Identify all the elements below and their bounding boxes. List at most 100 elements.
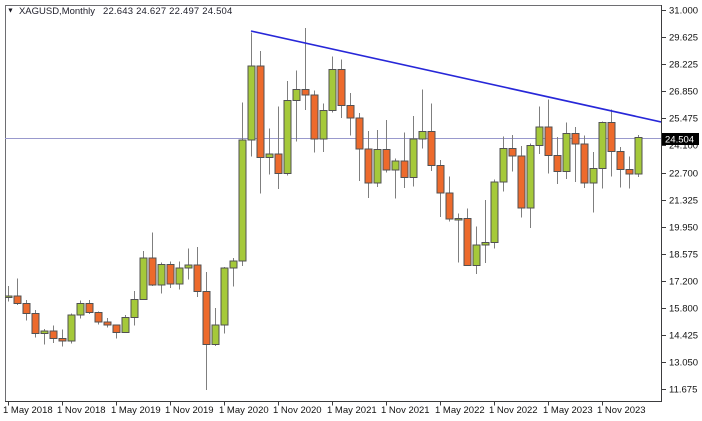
candle-2022-08[interactable] — [463, 208, 472, 266]
candle-2020-09[interactable] — [256, 50, 265, 194]
candle-2022-01[interactable] — [400, 132, 409, 188]
x-axis-label: 1 Nov 2019 — [165, 405, 214, 416]
candle-2020-08[interactable] — [247, 32, 256, 157]
candle-2019-08[interactable] — [139, 251, 148, 300]
candle-2023-03[interactable] — [526, 143, 535, 228]
candle-body — [427, 131, 436, 167]
candle-2019-04[interactable] — [103, 317, 112, 328]
candle-2022-05[interactable] — [436, 160, 445, 217]
x-axis-label: 1 May 2018 — [3, 405, 53, 416]
candle-2024-03[interactable] — [634, 135, 643, 177]
chart-title: ▼ XAGUSD,Monthly 22.643 24.627 22.497 24… — [7, 6, 233, 17]
candle-2019-10[interactable] — [157, 262, 166, 294]
candle-2018-12[interactable] — [67, 313, 76, 344]
candle-2023-09[interactable] — [580, 135, 589, 189]
candle-2024-01[interactable] — [616, 147, 625, 188]
candle-2019-09[interactable] — [148, 232, 157, 287]
candle-2022-11[interactable] — [490, 179, 499, 249]
candle-2023-12[interactable] — [607, 109, 616, 177]
candle-2018-05[interactable] — [5, 286, 13, 302]
candle-2019-05[interactable] — [112, 324, 121, 339]
candle-2021-05[interactable] — [328, 56, 337, 113]
candle-2018-11[interactable] — [58, 329, 67, 347]
candle-2018-10[interactable] — [49, 325, 58, 343]
candle-2021-09[interactable] — [364, 130, 373, 199]
time-axis[interactable]: 1 May 2018 1 Nov 2018 1 May 2019 1 Nov 2019… — [3, 401, 661, 421]
candle-2018-06[interactable] — [13, 278, 22, 306]
candle-2020-12[interactable] — [283, 80, 292, 176]
candle-2022-07[interactable] — [454, 213, 463, 263]
candle-2020-06[interactable] — [229, 258, 238, 287]
candle-2021-07[interactable] — [346, 93, 355, 136]
y-axis-label: 31.000 — [669, 6, 698, 17]
candle-body — [292, 88, 301, 101]
candle-body — [346, 105, 355, 119]
candle-body — [337, 68, 346, 107]
candle-2022-10[interactable] — [481, 200, 490, 264]
candle-2019-11[interactable] — [166, 261, 175, 288]
candle-2023-06[interactable] — [553, 136, 562, 184]
candle-body — [589, 167, 598, 184]
candle-2021-12[interactable] — [391, 158, 400, 199]
candle-2021-03[interactable] — [310, 90, 319, 153]
candle-2019-02[interactable] — [85, 300, 94, 314]
candle-2020-04[interactable] — [211, 307, 220, 347]
candle-body — [247, 65, 256, 141]
candle-2018-08[interactable] — [31, 310, 40, 338]
symbol-period-label: XAGUSD,Monthly — [18, 6, 95, 17]
candle-body — [283, 99, 292, 174]
candle-body — [598, 122, 607, 169]
candle-2023-02[interactable] — [517, 146, 526, 218]
candle-2020-03[interactable] — [202, 272, 211, 391]
candle-2022-02[interactable] — [409, 116, 418, 187]
candle-body — [535, 126, 544, 146]
candle-2018-09[interactable] — [40, 328, 49, 345]
candle-2020-02[interactable] — [193, 246, 202, 297]
candle-body — [499, 147, 508, 183]
candle-2022-12[interactable] — [499, 136, 508, 192]
candle-2019-07[interactable] — [130, 290, 139, 326]
candle-2021-10[interactable] — [373, 129, 382, 188]
candle-body — [139, 257, 148, 300]
candle-2022-06[interactable] — [445, 176, 454, 222]
candle-2020-10[interactable] — [265, 128, 274, 175]
candle-2023-07[interactable] — [562, 122, 571, 180]
candle-2023-04[interactable] — [535, 106, 544, 155]
candle-2021-11[interactable] — [382, 119, 391, 173]
candle-2018-07[interactable] — [22, 299, 31, 321]
y-axis-label: 28.225 — [669, 60, 698, 71]
candle-2020-11[interactable] — [274, 106, 283, 190]
candle-2024-02[interactable] — [625, 156, 634, 189]
price-axis[interactable]: 31.000 29.625 28.225 26.850 25.475 24.100 22.7… — [661, 5, 702, 401]
candle-2019-01[interactable] — [76, 300, 85, 319]
candle-2020-07[interactable] — [238, 102, 247, 267]
candle-2020-01[interactable] — [184, 248, 193, 280]
candle-2023-08[interactable] — [571, 127, 580, 183]
candle-body — [418, 131, 427, 140]
candle-2020-05[interactable] — [220, 267, 229, 334]
trendline[interactable] — [250, 30, 661, 123]
candle-body — [625, 168, 634, 175]
candle-body — [0, 298, 3, 300]
candle-2023-11[interactable] — [598, 121, 607, 189]
candle-body — [526, 144, 535, 209]
candle-2023-05[interactable] — [544, 99, 553, 174]
candle-2022-03[interactable] — [418, 89, 427, 149]
candle-2021-01[interactable] — [292, 70, 301, 142]
candle-2023-01[interactable] — [508, 135, 517, 172]
candle-2021-02[interactable] — [301, 27, 310, 110]
candle-2019-12[interactable] — [175, 261, 184, 290]
candle-2021-04[interactable] — [319, 103, 328, 153]
candle-2018-04[interactable] — [0, 278, 3, 305]
candle-2019-03[interactable] — [94, 311, 103, 325]
candle-2022-09[interactable] — [472, 226, 481, 274]
candle-2021-06[interactable] — [337, 59, 346, 118]
candle-2023-10[interactable] — [589, 151, 598, 213]
y-axis-label: 29.625 — [669, 33, 698, 44]
candle-2022-04[interactable] — [427, 103, 436, 172]
candle-2021-08[interactable] — [355, 113, 364, 182]
candle-2019-06[interactable] — [121, 314, 130, 334]
x-axis-label: 1 Nov 2020 — [273, 405, 322, 416]
